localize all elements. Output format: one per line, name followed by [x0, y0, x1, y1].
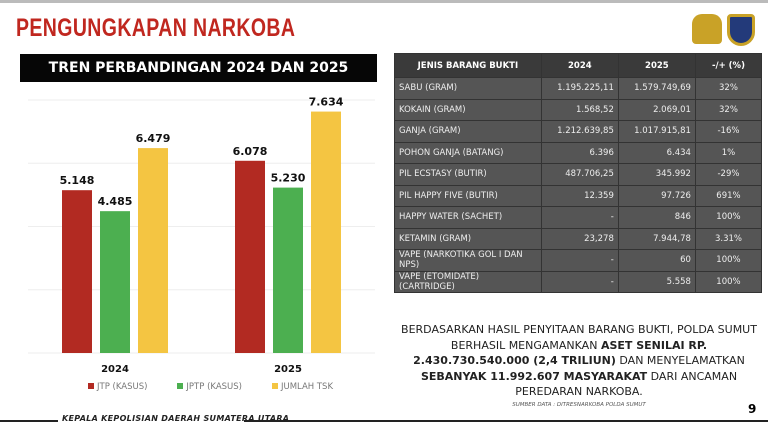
table-cell: 32%: [694, 77, 763, 100]
table-cell: KOKAIN (GRAM): [394, 98, 542, 121]
bar: [235, 160, 265, 353]
table-row: KOKAIN (GRAM) 1.568,52 2.069,01 32%: [394, 98, 763, 121]
table-cell: 32%: [694, 98, 763, 121]
table-cell: POHON GANJA (BATANG): [394, 141, 542, 164]
column-header: -/+ (%): [694, 53, 763, 78]
bar: [311, 111, 341, 353]
summary-part: DARI ANCAMAN PEREDARAN NARKOBA.: [515, 369, 738, 399]
table-cell: 1%: [694, 141, 763, 164]
page-title: PENGUNGKAPAN NARKOBA: [16, 14, 296, 42]
bar: [273, 187, 303, 353]
table-cell: 5.558: [617, 270, 696, 293]
data-label: 6.078: [233, 145, 268, 158]
bar: [138, 148, 168, 353]
legend-item: JPTP (KASUS): [177, 382, 242, 392]
polda-sumut-logo-icon: [727, 14, 755, 46]
column-header: 2025: [617, 53, 696, 78]
logos: [692, 14, 755, 46]
table-cell: 12.359: [540, 184, 619, 207]
table-cell: PIL HAPPY FIVE (BUTIR): [394, 184, 542, 207]
table-cell: 97.726: [617, 184, 696, 207]
bar: [62, 190, 92, 353]
table-row: PIL ECSTASY (BUTIR) 487.706,25 345.992 -29%: [394, 163, 763, 186]
table-row: VAPE (ETOMIDATE) (CARTRIDGE) -5.558 100%: [394, 270, 763, 293]
table-cell: PIL ECSTASY (BUTIR): [394, 163, 542, 186]
table-cell: 7.944,78: [617, 227, 696, 250]
summary-text: BERDASARKAN HASIL PENYITAAN BARANG BUKTI…: [396, 322, 762, 400]
x-tick-label: 2025: [274, 364, 302, 375]
table-row: VAPE (NARKOTIKA GOL I DAN NPS) -60 100%: [394, 249, 763, 272]
table-cell: 3.31%: [694, 227, 763, 250]
x-tick-label: 2024: [101, 364, 129, 375]
table-cell: KETAMIN (GRAM): [394, 227, 542, 250]
table-cell: -16%: [694, 120, 763, 143]
table-cell: 6.396: [540, 141, 619, 164]
table-cell: VAPE (NARKOTIKA GOL I DAN NPS): [394, 249, 542, 272]
chart-legend: JTP (KASUS) JPTP (KASUS) JUMLAH TSK: [88, 382, 333, 392]
legend-swatch: [88, 383, 94, 389]
polri-logo-icon: [692, 14, 722, 44]
table-cell: 100%: [694, 249, 763, 272]
table-cell: 100%: [694, 270, 763, 293]
evidence-table: JENIS BARANG BUKTI 2024 2025 -/+ (%) SABU (…: [394, 53, 763, 293]
legend-item: JTP (KASUS): [88, 382, 147, 392]
top-border: [0, 0, 768, 3]
bar: [100, 211, 130, 353]
legend-item: JUMLAH TSK: [271, 382, 334, 392]
table-cell: GANJA (GRAM): [394, 120, 542, 143]
table-cell: 1.568,52: [540, 98, 619, 121]
table-cell: 846: [617, 206, 696, 229]
footer-text: KEPALA KEPOLISIAN DAERAH SUMATERA UTARA: [62, 414, 290, 423]
table-cell: 345.992: [617, 163, 696, 186]
footer-divider: [244, 420, 768, 422]
column-header: JENIS BARANG BUKTI: [394, 53, 542, 78]
summary-part: DAN MENYELAMATKAN: [615, 354, 745, 367]
table-cell: -: [540, 206, 619, 229]
table-cell: 1.579.749,69: [617, 77, 696, 100]
legend-label: JPTP (KASUS): [186, 382, 242, 392]
summary-people: SEBANYAK 11.992.607 MASYARAKAT: [420, 369, 648, 383]
table-header: JENIS BARANG BUKTI 2024 2025 -/+ (%): [394, 53, 763, 78]
legend-label: JUMLAH TSK: [280, 382, 334, 392]
table-cell: VAPE (ETOMIDATE) (CARTRIDGE): [394, 270, 542, 293]
page-number: 9: [748, 402, 757, 416]
table-cell: 6.434: [617, 141, 696, 164]
table-cell: 691%: [694, 184, 763, 207]
table-cell: 100%: [694, 206, 763, 229]
data-label: 6.479: [136, 132, 171, 145]
table-cell: HAPPY WATER (SACHET): [394, 206, 542, 229]
legend-label: JTP (KASUS): [97, 382, 148, 392]
table-row: SABU (GRAM) 1.195.225,11 1.579.749,69 32%: [394, 77, 763, 100]
data-label: 7.634: [309, 96, 344, 109]
table-row: GANJA (GRAM) 1.212.639,85 1.017.915,81 -16%: [394, 120, 763, 143]
legend-swatch: [177, 383, 184, 389]
table-row: POHON GANJA (BATANG) 6.396 6.434 1%: [394, 141, 763, 164]
column-header: 2024: [540, 53, 619, 78]
summary-part: BERDASARKAN HASIL PENYITAAN BARANG BUKTI…: [401, 323, 757, 352]
table-cell: -: [540, 249, 619, 272]
data-label: 5.230: [271, 172, 306, 185]
table-cell: 2.069,01: [617, 98, 696, 121]
legend-swatch: [271, 383, 278, 389]
source-note: SUMBER DATA : DITRESNARKOBA POLDA SUMUT: [512, 402, 646, 408]
table-cell: SABU (GRAM): [394, 77, 542, 100]
table-cell: 1.195.225,11: [540, 77, 619, 100]
chart-title: TREN PERBANDINGAN 2024 DAN 2025: [20, 54, 377, 82]
data-label: 5.148: [60, 174, 95, 187]
table-cell: 1.212.639,85: [540, 120, 619, 143]
data-label: 4.485: [98, 195, 133, 208]
table-cell: 487.706,25: [540, 163, 619, 186]
table-row: PIL HAPPY FIVE (BUTIR) 12.359 97.726 691%: [394, 184, 763, 207]
table-row: HAPPY WATER (SACHET) -846 100%: [394, 206, 763, 229]
table-cell: 23,278: [540, 227, 619, 250]
footer-divider: [0, 420, 58, 422]
table-cell: 1.017.915,81: [617, 120, 696, 143]
table-cell: -29%: [694, 163, 763, 186]
summary-asset: ASET SENILAI RP. 2.430.730.540.000 (2,4 …: [413, 338, 708, 368]
table-cell: 60: [617, 249, 696, 272]
table-cell: -: [540, 270, 619, 293]
table-row: KETAMIN (GRAM) 23,278 7.944,78 3.31%: [394, 227, 763, 250]
